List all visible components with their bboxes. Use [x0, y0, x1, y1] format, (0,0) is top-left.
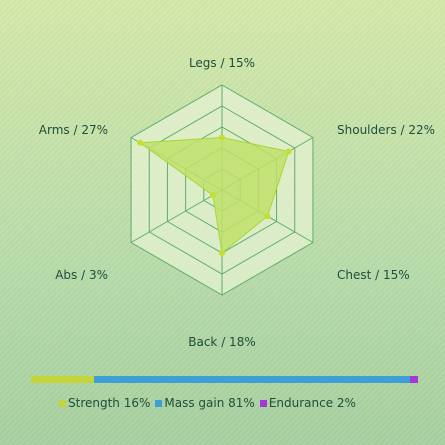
legend-item-endurance: Endurance 2% — [259, 396, 356, 410]
legend-swatch-endurance — [259, 399, 267, 407]
radar-axis-labels: Legs / 15% Shoulders / 22% Chest / 15% B… — [39, 56, 435, 349]
legend-label-strength: Strength 16% — [68, 396, 151, 410]
goal-distribution-bar — [31, 376, 418, 383]
legend-swatch-strength — [59, 399, 66, 407]
radar-point-back — [219, 250, 225, 256]
legend-label-endurance: Endurance 2% — [268, 396, 356, 410]
legend-swatch-mass-gain — [155, 399, 163, 407]
axis-label-chest: Chest / 15% — [337, 268, 410, 282]
radar-spoke-abs — [130, 189, 223, 243]
radar-point-shoulders — [285, 148, 292, 155]
radar-point-chest — [264, 213, 271, 220]
axis-label-back: Back / 18% — [188, 335, 255, 349]
radar-point-legs — [219, 134, 225, 141]
axis-label-arms: Arms / 27% — [39, 123, 108, 137]
radar-point-arms — [137, 139, 144, 146]
axis-label-abs: Abs / 3% — [55, 268, 108, 282]
legend-label-mass-gain: Mass gain 81% — [164, 396, 255, 410]
goal-segment-mass-gain — [93, 376, 411, 383]
goal-legend: Strength 16% Mass gain 81% Endurance 2% — [59, 396, 399, 410]
legend-item-strength: Strength 16% — [59, 396, 150, 410]
axis-label-shoulders: Shoulders / 22% — [337, 123, 435, 137]
legend-item-mass-gain: Mass gain 81% — [155, 396, 255, 410]
axis-label-legs: Legs / 15% — [189, 56, 255, 70]
goal-segment-strength — [31, 376, 94, 383]
radar-points — [137, 134, 292, 256]
radar-point-abs — [209, 192, 216, 199]
goal-segment-endurance — [410, 376, 418, 383]
